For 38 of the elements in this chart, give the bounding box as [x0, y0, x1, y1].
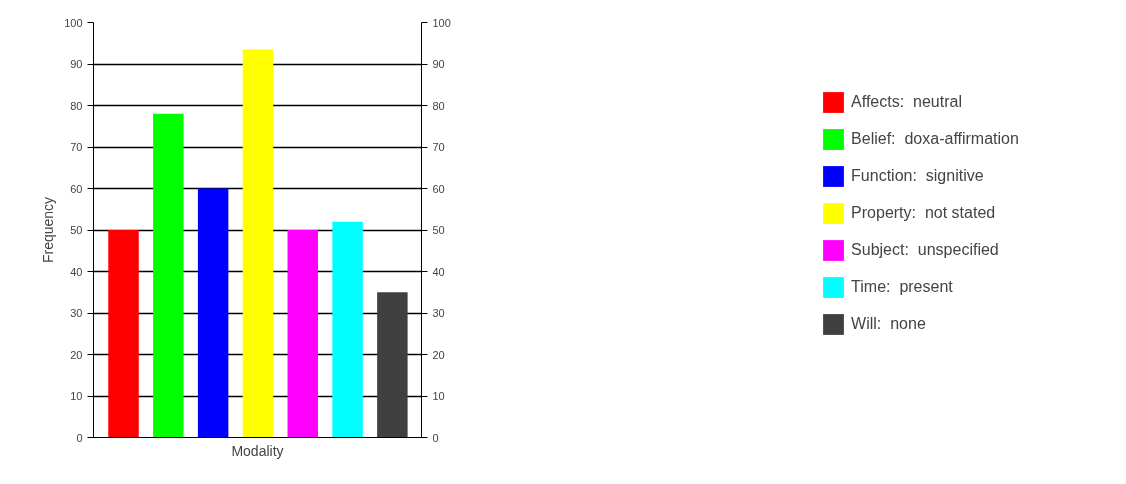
y-tick-label: 60: [70, 182, 83, 195]
bar: [332, 221, 363, 438]
bar: [287, 230, 318, 438]
legend-label: Time: present: [851, 278, 953, 296]
y-tick-label: 100: [64, 16, 83, 29]
y2-tick-label: 80: [432, 99, 445, 112]
bar: [197, 188, 229, 438]
y-tick-label: 50: [70, 224, 83, 236]
y-tick-label: 30: [70, 307, 83, 319]
y2-tick-label: 60: [432, 182, 445, 195]
y-tick-label: 0: [76, 431, 83, 444]
x-axis-title: Modality: [231, 442, 284, 459]
y2-tick-label: 90: [432, 58, 445, 70]
y2-tick-label: 100: [432, 16, 451, 29]
bar: [377, 292, 408, 438]
y-tick-label: 40: [70, 265, 83, 278]
y-tick-label: 10: [70, 390, 83, 402]
y2-tick-label: 30: [432, 307, 445, 319]
y-tick-label: 90: [70, 58, 83, 70]
y-tick-label: 70: [70, 141, 83, 153]
y2-tick-label: 0: [432, 431, 439, 444]
y2-tick-label: 40: [432, 265, 445, 278]
legend-label: Belief: doxa-affirmation: [851, 130, 1019, 148]
y2-tick-label: 50: [432, 224, 445, 236]
y-tick-label: 20: [70, 348, 83, 361]
bar: [153, 113, 184, 438]
bar: [108, 230, 139, 438]
legend-label: Affects: neutral: [851, 93, 962, 111]
bar: [242, 49, 274, 438]
legend-label: Will: none: [851, 315, 926, 333]
y2-tick-label: 20: [432, 348, 445, 361]
y2-tick-label: 70: [432, 141, 445, 153]
y-tick-label: 80: [70, 99, 83, 112]
legend-label: Subject: unspecified: [851, 241, 999, 259]
y2-tick-label: 10: [432, 390, 445, 402]
y-axis-title: Frequency: [40, 196, 57, 264]
legend-label: Function: signitive: [851, 167, 984, 185]
legend-label: Property: not stated: [851, 204, 996, 222]
